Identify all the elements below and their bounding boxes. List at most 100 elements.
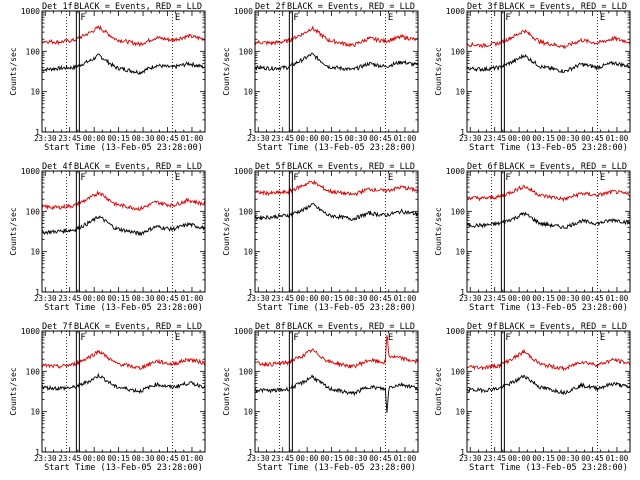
x-tick-label: 00:45 (369, 454, 392, 463)
y-tick-label: 100 (239, 47, 254, 56)
marker-label-f: F (505, 13, 510, 23)
y-tick-label: 10 (30, 248, 40, 257)
x-tick-label: 00:30 (132, 134, 155, 143)
x-tick-label: 00:30 (557, 294, 580, 303)
marker-label-f: F (505, 333, 510, 343)
y-tick-label: 10 (243, 248, 253, 257)
x-tick-label: 01:00 (181, 294, 204, 303)
x-tick-label: 23:30 (247, 294, 270, 303)
x-tick-label: 00:00 (296, 134, 319, 143)
x-tick-label: 00:45 (156, 454, 179, 463)
x-tick-label: 00:45 (581, 134, 604, 143)
x-axis-label: Start Time (13-Feb-05 23:28:00) (257, 463, 416, 473)
marker-label-e: E (388, 333, 393, 343)
y-tick-label: 1 (460, 128, 465, 137)
x-tick-label: 00:30 (345, 454, 368, 463)
x-tick-label: 01:00 (394, 454, 417, 463)
x-tick-label: 00:45 (156, 294, 179, 303)
plot-frame (41, 330, 206, 453)
series-lld-line (41, 190, 206, 212)
marker-label-f: F (80, 173, 85, 183)
series-lld-line (466, 348, 631, 372)
x-tick-label: 00:15 (320, 294, 343, 303)
x-axis-label: Start Time (13-Feb-05 23:28:00) (469, 303, 628, 313)
plot-frame (254, 170, 419, 293)
y-tick-label: 1 (35, 288, 40, 297)
y-tick-label: 100 (239, 207, 254, 216)
marker-label-f: F (293, 173, 298, 183)
plot-frame (466, 10, 631, 133)
x-tick-label: 23:30 (34, 454, 57, 463)
panel-legend: BLACK = Events, RED = LLD (499, 162, 627, 172)
series-events-line (41, 53, 206, 76)
y-tick-label: 1000 (21, 167, 40, 176)
y-axis-label: Counts/sec (222, 207, 231, 255)
x-tick-label: 00:15 (532, 134, 555, 143)
x-axis-label: Start Time (13-Feb-05 23:28:00) (44, 463, 203, 473)
y-tick-label: 1000 (234, 327, 253, 336)
y-tick-label: 100 (26, 207, 41, 216)
panel-title: Det 9f (467, 322, 498, 332)
x-tick-label: 23:45 (58, 454, 81, 463)
y-tick-label: 1000 (446, 167, 465, 176)
x-tick-label: 00:00 (83, 134, 106, 143)
marker-label-f: F (505, 173, 510, 183)
y-tick-label: 1 (460, 288, 465, 297)
marker-label-e: E (388, 13, 393, 23)
marker-label-e: E (175, 13, 180, 23)
y-tick-label: 1 (460, 448, 465, 457)
y-tick-label: 1000 (234, 167, 253, 176)
series-events-line (466, 374, 631, 396)
x-tick-label: 00:15 (107, 294, 130, 303)
y-tick-label: 1000 (21, 327, 40, 336)
marker-label-e: E (600, 173, 605, 183)
y-tick-label: 10 (243, 88, 253, 97)
series-events-line (254, 374, 419, 413)
y-tick-label: 100 (451, 367, 466, 376)
x-tick-label: 01:00 (606, 134, 629, 143)
y-tick-label: 100 (451, 47, 466, 56)
x-tick-label: 00:00 (296, 294, 319, 303)
panel-title: Det 5f (255, 162, 286, 172)
marker-label-e: E (175, 333, 180, 343)
x-tick-label: 00:15 (107, 134, 130, 143)
plot-frame (41, 10, 206, 133)
x-tick-label: 01:00 (181, 134, 204, 143)
y-tick-label: 1 (248, 448, 253, 457)
y-tick-label: 10 (455, 408, 465, 417)
series-lld-line (254, 25, 418, 48)
x-tick-label: 00:00 (296, 454, 319, 463)
x-tick-label: 00:30 (132, 454, 155, 463)
panel-legend: BLACK = Events, RED = LLD (74, 2, 202, 12)
panel-title: Det 7f (42, 322, 73, 332)
x-tick-label: 23:45 (271, 294, 294, 303)
x-axis-label: Start Time (13-Feb-05 23:28:00) (257, 303, 416, 313)
x-tick-label: 23:45 (271, 134, 294, 143)
series-events-line (466, 211, 631, 230)
y-tick-label: 10 (455, 88, 465, 97)
panel-legend: BLACK = Events, RED = LLD (74, 322, 202, 332)
x-tick-label: 00:15 (107, 454, 130, 463)
panel-title: Det 3f (467, 2, 498, 12)
y-axis-label: Counts/sec (222, 47, 231, 95)
x-tick-label: 23:45 (58, 134, 81, 143)
y-axis-label: Counts/sec (434, 207, 443, 255)
x-axis-label: Start Time (13-Feb-05 23:28:00) (257, 143, 416, 153)
x-tick-label: 23:30 (459, 134, 482, 143)
y-tick-label: 1 (35, 128, 40, 137)
x-axis-label: Start Time (13-Feb-05 23:28:00) (44, 303, 203, 313)
series-lld-line (466, 29, 631, 50)
y-axis-label: Counts/sec (434, 47, 443, 95)
y-tick-label: 100 (26, 367, 41, 376)
panel-legend: BLACK = Events, RED = LLD (499, 2, 627, 12)
x-tick-label: 00:15 (532, 294, 555, 303)
x-axis-label: Start Time (13-Feb-05 23:28:00) (469, 463, 628, 473)
series-lld-line (466, 184, 631, 203)
x-axis-label: Start Time (13-Feb-05 23:28:00) (44, 143, 203, 153)
marker-label-f: F (80, 13, 85, 23)
y-tick-label: 100 (239, 367, 254, 376)
plot-frame (466, 330, 631, 453)
